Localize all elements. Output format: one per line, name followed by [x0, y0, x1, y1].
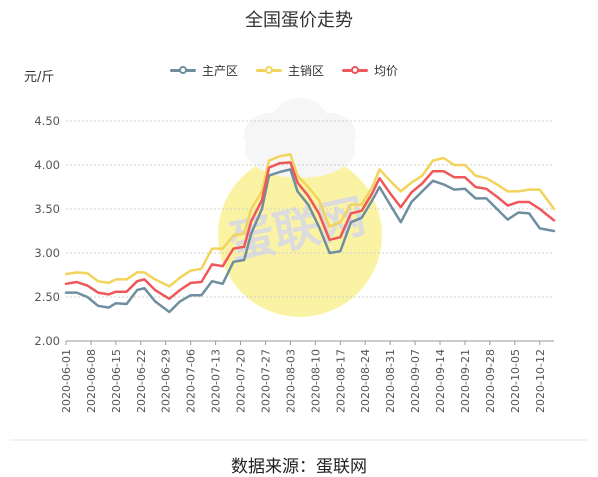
x-tick-label: 2020-08-31	[384, 349, 397, 413]
x-tick-label: 2020-08-17	[334, 349, 347, 413]
watermark-chef-hat-top	[272, 98, 328, 146]
x-tick-label: 2020-06-08	[85, 349, 98, 413]
legend-label-main-selling: 主销区	[288, 64, 325, 78]
legend-swatch-main-producing	[170, 66, 196, 74]
x-tick-label: 2020-08-24	[359, 349, 372, 413]
x-tick-label: 2020-06-22	[135, 349, 148, 413]
x-tick-label: 2020-10-12	[534, 349, 547, 413]
legend-item-average[interactable]: 均价	[342, 62, 398, 79]
legend-swatch-average	[342, 66, 369, 74]
series-line-main-producing	[64, 168, 556, 314]
series-line-main-selling	[64, 153, 556, 288]
x-tick-label: 2020-06-29	[160, 349, 173, 413]
x-tick-label: 2020-10-05	[509, 349, 522, 413]
data-source-note: 数据来源：蛋联网	[231, 457, 367, 477]
x-tick-label: 2020-06-15	[110, 349, 123, 413]
legend-label-average: 均价	[374, 64, 399, 78]
legend-item-main-producing[interactable]: 主产区	[170, 62, 238, 79]
x-tick-label: 2020-07-27	[259, 349, 272, 413]
x-tick-label: 2020-08-10	[309, 349, 322, 413]
x-tick-label: 2020-07-20	[235, 349, 248, 413]
x-tick-label: 2020-09-07	[409, 349, 422, 413]
y-axis-unit-label: 元/斤	[24, 70, 55, 85]
x-tick-label: 2020-09-28	[484, 349, 497, 413]
x-tick-label: 2020-09-14	[434, 349, 447, 413]
legend-item-main-selling[interactable]: 主销区	[256, 62, 324, 79]
y-tick-label: 2.50	[34, 290, 60, 304]
x-tick-label: 2020-08-03	[284, 349, 297, 413]
series-line-average	[64, 161, 556, 301]
y-tick-label: 3.00	[34, 246, 60, 260]
x-tick-label: 2020-06-01	[60, 349, 73, 413]
y-tick-label: 4.50	[34, 114, 60, 128]
y-tick-label: 4.00	[34, 158, 60, 172]
legend-label-main-producing: 主产区	[202, 64, 239, 78]
chart-legend: 主产区 主销区 均价	[170, 62, 398, 79]
legend-swatch-main-selling	[256, 66, 283, 74]
y-tick-label: 2.00	[34, 334, 60, 348]
chart-title: 全国蛋价走势	[245, 10, 353, 31]
x-tick-label: 2020-07-06	[185, 349, 198, 413]
y-tick-label: 3.50	[34, 202, 60, 216]
x-tick-label: 2020-09-21	[459, 349, 472, 413]
x-tick-label: 2020-07-13	[210, 349, 223, 413]
